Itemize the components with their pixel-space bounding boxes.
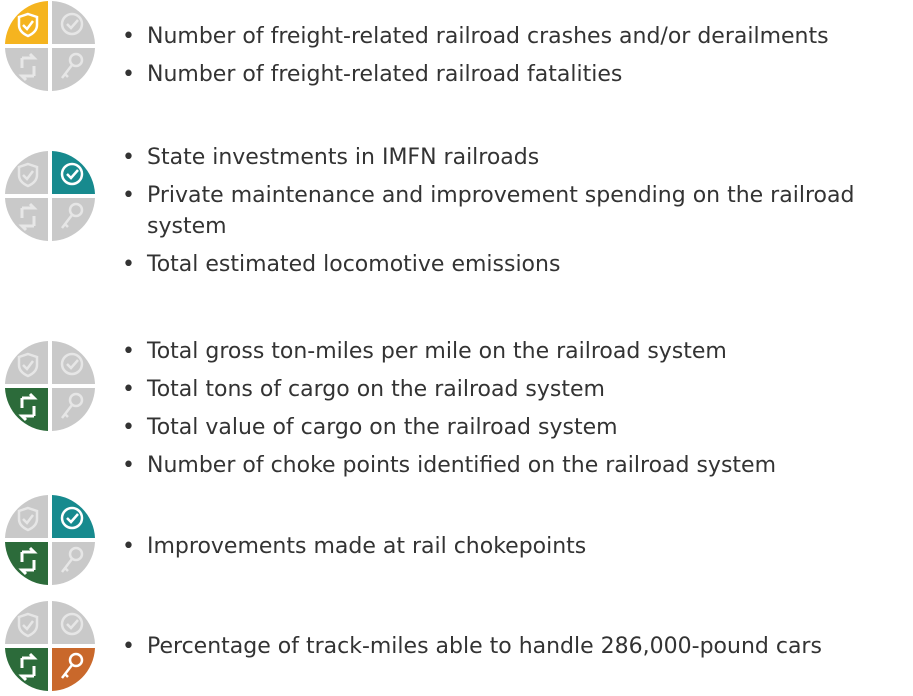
icon-quadrant — [5, 48, 48, 91]
icon-quadrant — [52, 1, 95, 44]
icon-glyph — [18, 202, 38, 232]
icon-glyph — [61, 652, 84, 679]
icon-glyph — [60, 352, 84, 376]
icon-quadrant — [52, 648, 95, 691]
bullet-item: Total tons of cargo on the railroad syst… — [122, 374, 902, 405]
icon-quadrant — [5, 542, 48, 585]
bullet-list: Improvements made at rail chokepoints — [122, 531, 902, 569]
icon-glyph — [60, 12, 84, 36]
bullet-item: Number of freight-related railroad fatal… — [122, 59, 902, 90]
icon-graphic — [5, 601, 95, 691]
bullet-item: Total value of cargo on the railroad sys… — [122, 412, 902, 443]
icon-quadrant — [5, 151, 48, 194]
icon-quadrant — [5, 198, 48, 241]
icon-quadrant — [52, 388, 95, 431]
icon-quadrant — [52, 542, 95, 585]
category-icon — [4, 494, 96, 586]
icon-quadrant — [52, 198, 95, 241]
icon-graphic — [5, 151, 95, 241]
icon-quadrant — [5, 601, 48, 644]
bullet-item: Total gross ton-miles per mile on the ra… — [122, 336, 902, 367]
bullet-item: Number of choke points identified on the… — [122, 450, 902, 481]
icon-graphic — [5, 341, 95, 431]
bullet-item: State investments in IMFN railroads — [122, 142, 902, 173]
icon-glyph — [60, 506, 84, 530]
category-icon — [4, 600, 96, 692]
icon-glyph — [17, 506, 39, 532]
icon-glyph — [61, 52, 84, 79]
category-icon — [4, 340, 96, 432]
icon-quadrant — [52, 601, 95, 644]
category-icon — [4, 0, 96, 92]
icon-glyph — [61, 546, 84, 573]
icon-quadrant — [52, 495, 95, 538]
icon-glyph — [18, 546, 38, 576]
bullet-list: Number of freight-related railroad crash… — [122, 21, 902, 97]
bullet-item: Private maintenance and improvement spen… — [122, 180, 902, 242]
bullet-item: Improvements made at rail chokepoints — [122, 531, 902, 562]
bullet-list: State investments in IMFN railroads Priva… — [122, 142, 902, 287]
icon-glyph — [18, 392, 38, 422]
icon-quadrant — [5, 1, 48, 44]
icon-graphic — [5, 495, 95, 585]
icon-glyph — [60, 162, 84, 186]
icon-quadrant — [5, 648, 48, 691]
icon-glyph — [18, 52, 38, 82]
bullet-item: Percentage of track-miles able to handle… — [122, 631, 902, 662]
icon-quadrant — [5, 388, 48, 431]
icon-quadrant — [52, 341, 95, 384]
icon-quadrant — [52, 151, 95, 194]
icon-graphic — [5, 1, 95, 91]
icon-glyph — [60, 612, 84, 636]
icon-glyph — [17, 162, 39, 188]
icon-quadrant — [5, 495, 48, 538]
icon-glyph — [17, 12, 39, 38]
bullet-item: Total estimated locomotive emissions — [122, 249, 902, 280]
icon-quadrant — [52, 48, 95, 91]
icon-glyph — [61, 392, 84, 419]
icon-glyph — [17, 352, 39, 378]
bullet-list: Percentage of track-miles able to handle… — [122, 631, 902, 669]
icon-quadrant — [5, 341, 48, 384]
icon-glyph — [17, 612, 39, 638]
icon-glyph — [61, 202, 84, 229]
bullet-list: Total gross ton-miles per mile on the ra… — [122, 336, 902, 488]
icon-glyph — [18, 652, 38, 682]
bullet-item: Number of freight-related railroad crash… — [122, 21, 902, 52]
category-icon — [4, 150, 96, 242]
